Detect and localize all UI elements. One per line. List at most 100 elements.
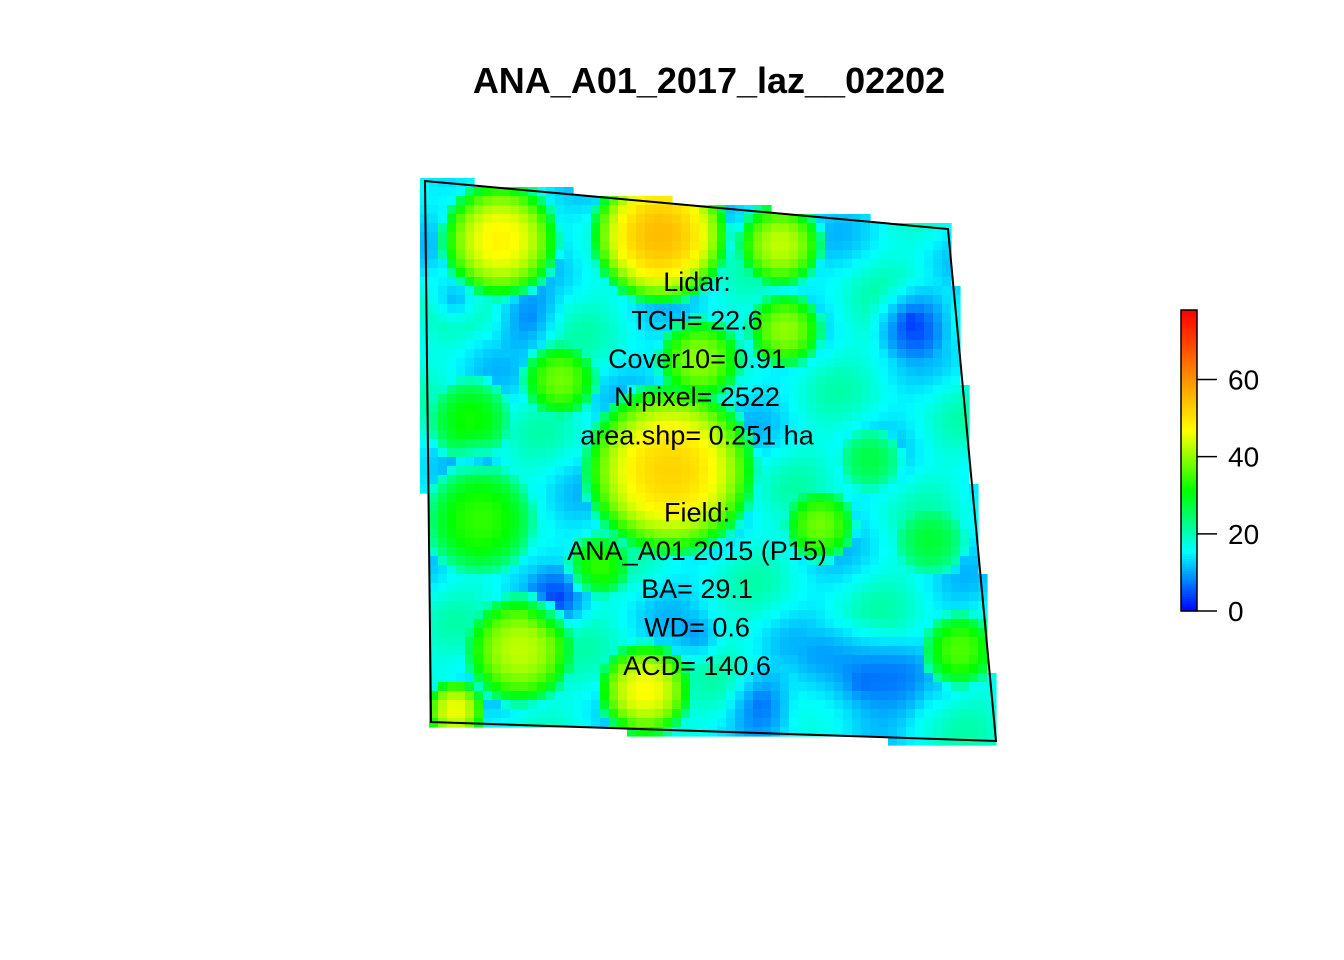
raster-cell — [798, 376, 808, 386]
raster-cell — [717, 376, 727, 386]
raster-cell — [591, 520, 601, 530]
raster-cell — [843, 547, 853, 557]
annotation-line: Cover10= 0.91 — [608, 344, 786, 374]
raster-cell — [978, 646, 988, 656]
colorbar-segment — [1181, 440, 1197, 444]
raster-cell — [546, 556, 556, 566]
raster-cell — [636, 664, 646, 674]
raster-cell — [600, 313, 610, 323]
raster-cell — [915, 646, 925, 656]
raster-cell — [420, 376, 430, 386]
raster-cell — [942, 259, 952, 269]
raster-cell — [807, 304, 817, 314]
raster-cell — [645, 430, 655, 440]
colorbar-segment — [1181, 372, 1197, 376]
raster-cell — [591, 547, 601, 557]
raster-cell — [645, 232, 655, 242]
raster-cell — [519, 655, 529, 665]
raster-cell — [582, 430, 592, 440]
raster-cell — [627, 385, 637, 395]
raster-cell — [618, 385, 628, 395]
raster-cell — [483, 547, 493, 557]
raster-cell — [699, 511, 709, 521]
raster-cell — [663, 223, 673, 233]
raster-cell — [555, 556, 565, 566]
raster-cell — [528, 619, 538, 629]
raster-cell — [672, 448, 682, 458]
raster-cell — [690, 286, 700, 296]
raster-cell — [861, 304, 871, 314]
raster-cell — [429, 304, 439, 314]
raster-cell — [699, 592, 709, 602]
raster-cell — [735, 718, 745, 728]
raster-cell — [618, 664, 628, 674]
colorbar-segment — [1181, 603, 1197, 607]
raster-cell — [474, 421, 484, 431]
raster-cell — [852, 727, 862, 737]
raster-cell — [654, 520, 664, 530]
raster-cell — [465, 286, 475, 296]
raster-cell — [600, 601, 610, 611]
raster-cell — [726, 601, 736, 611]
raster-cell — [726, 358, 736, 368]
raster-cell — [474, 331, 484, 341]
raster-cell — [834, 475, 844, 485]
raster-cell — [609, 430, 619, 440]
raster-cell — [519, 556, 529, 566]
raster-cell — [816, 304, 826, 314]
raster-cell — [591, 376, 601, 386]
raster-cell — [753, 700, 763, 710]
raster-cell — [717, 439, 727, 449]
raster-cell — [852, 529, 862, 539]
raster-cell — [663, 250, 673, 260]
raster-cell — [573, 268, 583, 278]
raster-cell — [681, 412, 691, 422]
raster-cell — [978, 637, 988, 647]
raster-cell — [708, 538, 718, 548]
raster-cell — [609, 673, 619, 683]
raster-cell — [852, 610, 862, 620]
raster-cell — [636, 358, 646, 368]
raster-cell — [663, 295, 673, 305]
raster-cell — [861, 358, 871, 368]
raster-cell — [672, 664, 682, 674]
raster-cell — [618, 304, 628, 314]
raster-cell — [555, 583, 565, 593]
raster-cell — [870, 538, 880, 548]
raster-cell — [852, 448, 862, 458]
raster-cell — [438, 592, 448, 602]
raster-cell — [951, 619, 961, 629]
raster-cell — [942, 223, 952, 233]
raster-cell — [609, 538, 619, 548]
annotation-line: N.pixel= 2522 — [614, 382, 780, 412]
raster-cell — [456, 502, 466, 512]
raster-cell — [609, 250, 619, 260]
raster-cell — [897, 619, 907, 629]
raster-cell — [537, 475, 547, 485]
raster-cell — [771, 421, 781, 431]
raster-cell — [888, 655, 898, 665]
raster-cell — [456, 646, 466, 656]
raster-cell — [528, 214, 538, 224]
raster-cell — [924, 700, 934, 710]
raster-cell — [708, 709, 718, 719]
raster-cell — [600, 196, 610, 206]
raster-cell — [699, 340, 709, 350]
raster-cell — [654, 304, 664, 314]
raster-cell — [501, 268, 511, 278]
raster-cell — [906, 277, 916, 287]
raster-cell — [834, 322, 844, 332]
raster-cell — [672, 304, 682, 314]
raster-cell — [933, 583, 943, 593]
raster-cell — [735, 322, 745, 332]
raster-cell — [654, 664, 664, 674]
raster-cell — [645, 250, 655, 260]
raster-cell — [555, 691, 565, 701]
raster-cell — [573, 457, 583, 467]
raster-cell — [645, 700, 655, 710]
raster-cell — [762, 718, 772, 728]
raster-cell — [771, 574, 781, 584]
colorbar-segment — [1181, 520, 1197, 524]
raster-cell — [969, 610, 979, 620]
raster-cell — [438, 691, 448, 701]
